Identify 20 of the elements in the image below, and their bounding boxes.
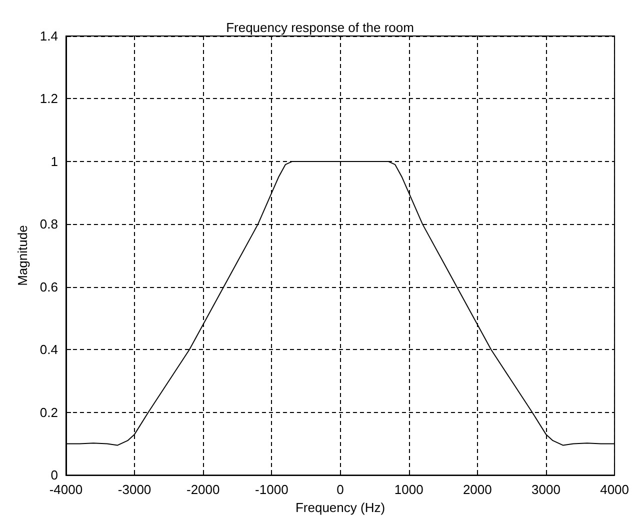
x-tick-label: 3000 <box>532 482 560 498</box>
y-tick-label: 1.2 <box>40 91 58 106</box>
x-tick-label: 4000 <box>600 482 629 498</box>
y-tick-label: 0.8 <box>40 216 58 232</box>
y-tick-label: 1.4 <box>40 28 58 44</box>
y-tick-label: 0.2 <box>40 404 58 420</box>
y-tick-label: 1 <box>50 154 58 169</box>
x-tick-label: -1000 <box>255 482 288 498</box>
y-tick-label: 0.6 <box>40 279 58 294</box>
x-tick-label: 0 <box>336 482 344 498</box>
y-tick-label: 0 <box>50 468 58 483</box>
y-tick-label: 0.4 <box>40 342 58 358</box>
x-tick-label: -2000 <box>186 482 220 498</box>
y-axis-title: Magnitude <box>15 225 30 286</box>
x-tick-label: 2000 <box>462 482 492 498</box>
x-axis-title: Frequency (Hz) <box>295 500 386 515</box>
x-tick-label: -3000 <box>118 482 152 498</box>
x-tick-label: 1000 <box>394 482 424 498</box>
chart-title: Frequency response of the room <box>226 20 414 35</box>
x-tick-label: -4000 <box>49 482 83 498</box>
